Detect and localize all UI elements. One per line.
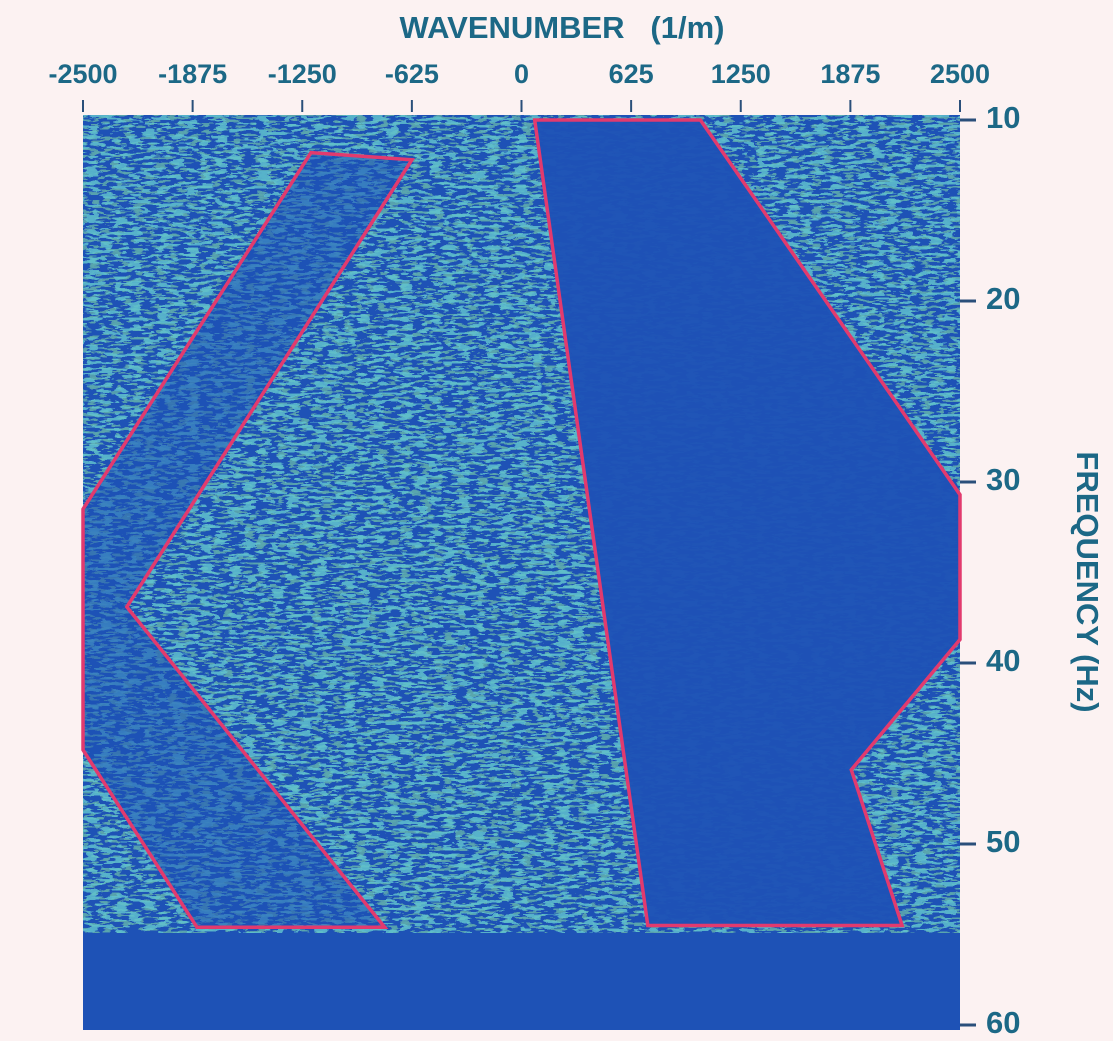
- y-tick-label: 40: [986, 643, 1020, 678]
- y-tick-label: 30: [986, 462, 1020, 497]
- low-band: [83, 933, 960, 1030]
- x-tick-label: -1250: [268, 59, 337, 89]
- x-tick-label: 0: [514, 59, 529, 89]
- x-tick-label: 625: [609, 59, 654, 89]
- y-tick-label: 10: [986, 100, 1020, 135]
- y-tick-label: 20: [986, 281, 1020, 316]
- x-tick-label: 1250: [711, 59, 771, 89]
- mute-zone: [532, 118, 962, 928]
- marks: [81, 118, 962, 930]
- x-axis-label: WAVENUMBER (1/m): [400, 10, 725, 45]
- mute-zone: [81, 150, 415, 930]
- x-tick-label: -2500: [48, 59, 117, 89]
- y-axis-label: FREQUENCY (Hz): [1070, 451, 1105, 712]
- y-tick-label: 60: [986, 1005, 1020, 1040]
- x-tick-label: 2500: [930, 59, 990, 89]
- x-tick-label: -1875: [158, 59, 227, 89]
- y-tick-label: 50: [986, 824, 1020, 859]
- x-tick-label: 1875: [820, 59, 880, 89]
- x-tick-label: -625: [385, 59, 439, 89]
